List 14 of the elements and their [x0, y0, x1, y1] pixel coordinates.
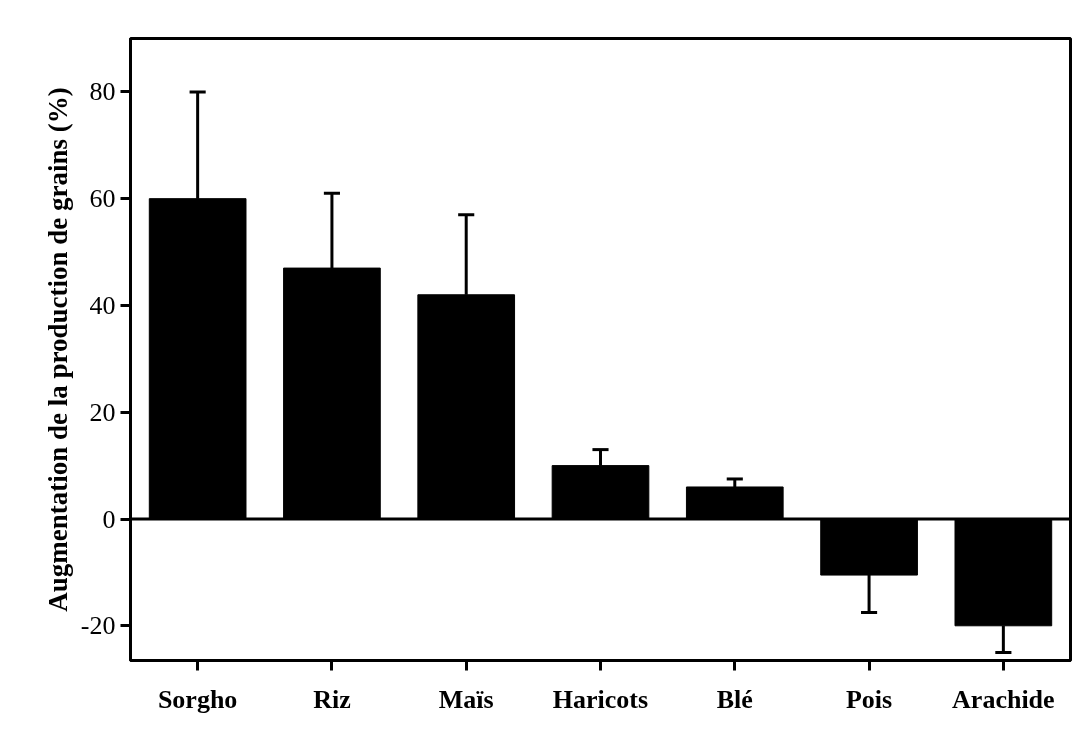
y-tick-label: 80: [89, 77, 116, 107]
y-tick-label: 60: [89, 184, 116, 214]
y-tick-label: 0: [102, 504, 116, 534]
y-axis-title: Augmentation de la production de grains (%): [42, 87, 73, 612]
y-tick-label: -20: [80, 611, 116, 641]
x-tick-label: Haricots: [552, 684, 649, 714]
x-tick-label: Arachide: [952, 684, 1055, 714]
y-tick-label: 20: [89, 397, 116, 427]
x-tick-label: Blé: [716, 684, 753, 714]
x-tick-label: Pois: [845, 684, 893, 714]
x-tick-label: Maïs: [438, 684, 494, 714]
y-tick-label: 40: [89, 290, 116, 320]
x-tick-label: Riz: [313, 684, 351, 714]
x-tick-label: Sorgho: [157, 684, 238, 714]
